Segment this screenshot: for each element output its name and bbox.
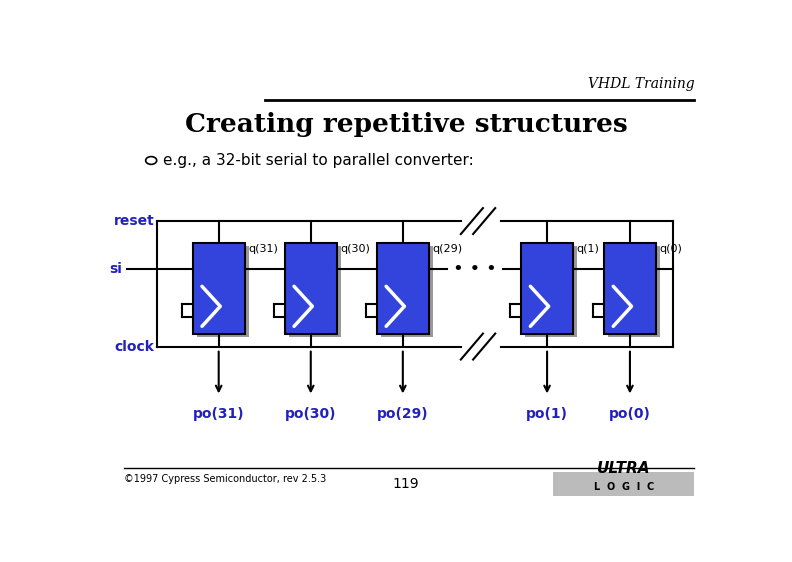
Text: po(29): po(29) bbox=[377, 407, 428, 420]
Text: q(29): q(29) bbox=[432, 244, 463, 254]
Bar bbox=[284, 243, 337, 334]
Bar bbox=[521, 243, 573, 334]
Text: ULTRA: ULTRA bbox=[597, 461, 650, 477]
Text: po(31): po(31) bbox=[193, 407, 245, 420]
Text: po(0): po(0) bbox=[609, 407, 651, 420]
Text: clock: clock bbox=[114, 339, 154, 353]
Text: po(1): po(1) bbox=[526, 407, 568, 420]
Text: Creating repetitive structures: Creating repetitive structures bbox=[185, 112, 627, 137]
Text: • • •: • • • bbox=[453, 260, 497, 278]
Bar bbox=[525, 246, 577, 337]
Bar bbox=[553, 472, 695, 496]
Text: q(31): q(31) bbox=[249, 244, 278, 254]
Text: L  O  G  I  C: L O G I C bbox=[594, 482, 654, 492]
Text: VHDL Training: VHDL Training bbox=[588, 77, 695, 91]
Bar bbox=[197, 246, 249, 337]
Bar bbox=[192, 243, 245, 334]
Text: q(0): q(0) bbox=[660, 244, 683, 254]
Text: reset: reset bbox=[113, 214, 154, 228]
Text: ©1997 Cypress Semiconductor, rev 2.5.3: ©1997 Cypress Semiconductor, rev 2.5.3 bbox=[124, 474, 326, 484]
Text: si: si bbox=[109, 262, 122, 276]
Bar bbox=[604, 243, 656, 334]
Bar bbox=[289, 246, 341, 337]
Text: q(30): q(30) bbox=[341, 244, 371, 254]
Text: po(30): po(30) bbox=[285, 407, 337, 420]
Text: 119: 119 bbox=[393, 477, 419, 491]
Text: q(1): q(1) bbox=[577, 244, 600, 254]
Text: e.g., a 32-bit serial to parallel converter:: e.g., a 32-bit serial to parallel conver… bbox=[163, 153, 474, 168]
Bar bbox=[377, 243, 429, 334]
Bar bbox=[381, 246, 433, 337]
Bar bbox=[608, 246, 661, 337]
